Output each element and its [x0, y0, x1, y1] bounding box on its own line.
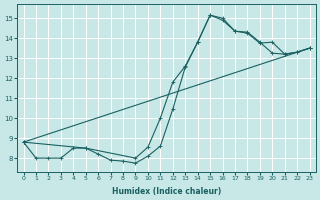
- X-axis label: Humidex (Indice chaleur): Humidex (Indice chaleur): [112, 187, 221, 196]
